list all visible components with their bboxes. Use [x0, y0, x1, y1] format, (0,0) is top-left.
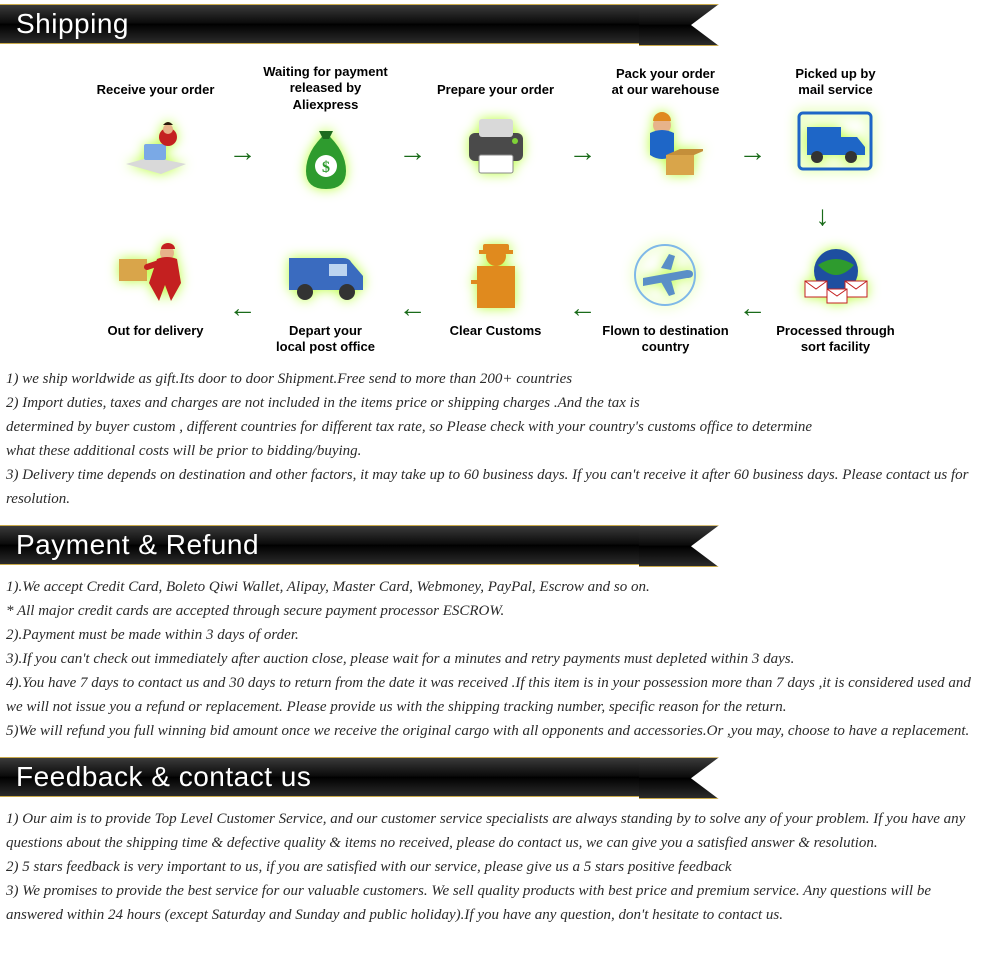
paragraph: 1) we ship worldwide as gift.Its door to…	[6, 367, 979, 391]
banner-ribbon-tail	[640, 757, 720, 797]
paragraph: 5)We will refund you full winning bid am…	[6, 719, 979, 743]
flow-row-top: Receive your order → Waiting for payment…	[86, 64, 906, 199]
paragraph: 3).If you can't check out immediately af…	[6, 647, 979, 671]
step-label: Processed through sort facility	[776, 323, 894, 356]
flow-step: Waiting for payment released by Aliexpre…	[256, 64, 396, 199]
printer-icon	[450, 104, 542, 184]
banner-ribbon-tail	[640, 4, 720, 44]
paragraph: what these additional costs will be prio…	[6, 439, 979, 463]
payment-title: Payment & Refund	[16, 529, 259, 561]
payment-banner: Payment & Refund	[0, 525, 991, 565]
step-label: Clear Customs	[450, 323, 542, 339]
flow-step: Out for delivery	[86, 235, 226, 339]
flow-step: Pack your order at our warehouse	[596, 64, 736, 184]
paragraph: 2).Payment must be made within 3 days of…	[6, 623, 979, 647]
step-label: Picked up by mail service	[795, 64, 875, 98]
step-label: Flown to destination country	[602, 323, 728, 356]
paragraph: 2) Import duties, taxes and charges are …	[6, 391, 979, 415]
paragraph: 1).We accept Credit Card, Boleto Qiwi Wa…	[6, 575, 979, 599]
flow-row-bottom: Out for delivery ← Depart your local pos…	[86, 235, 906, 356]
paragraph: * All major credit cards are accepted th…	[6, 599, 979, 623]
flow-step: Depart your local post office	[256, 235, 396, 356]
paragraph: 3) We promises to provide the best servi…	[6, 879, 979, 927]
step-label: Out for delivery	[107, 323, 203, 339]
step-label: Depart your local post office	[276, 323, 375, 356]
banner-body: Feedback & contact us	[0, 757, 640, 797]
flow-step: Clear Customs	[426, 235, 566, 339]
step-label: Waiting for payment released by Aliexpre…	[256, 64, 396, 113]
paragraph: 1) Our aim is to provide Top Level Custo…	[6, 807, 979, 855]
arrow-left-icon: ←	[739, 293, 763, 325]
customs-officer-icon	[450, 235, 542, 315]
banner-body: Payment & Refund	[0, 525, 640, 565]
step-label: Receive your order	[97, 64, 215, 98]
shipping-title: Shipping	[16, 8, 129, 40]
feedback-banner: Feedback & contact us	[0, 757, 991, 797]
banner-ribbon-tail	[640, 525, 720, 565]
paragraph: 2) 5 stars feedback is very important to…	[6, 855, 979, 879]
arrow-down-icon: ↓	[86, 203, 906, 231]
flow-step: Processed through sort facility	[766, 235, 906, 356]
shipping-flowchart: Receive your order → Waiting for payment…	[86, 64, 906, 355]
globe-mail-icon	[790, 235, 882, 315]
paragraph: 4).You have 7 days to contact us and 30 …	[6, 671, 979, 719]
arrow-left-icon: ←	[399, 293, 423, 325]
flow-step: Flown to destination country	[596, 235, 736, 356]
shipping-banner: Shipping	[0, 4, 991, 44]
arrow-right-icon: →	[739, 137, 763, 169]
payment-text: 1).We accept Credit Card, Boleto Qiwi Wa…	[0, 573, 985, 753]
step-label: Pack your order at our warehouse	[612, 64, 720, 98]
arrow-right-icon: →	[229, 137, 253, 169]
person-at-desk-icon	[110, 104, 202, 184]
flow-step: Picked up by mail service	[766, 64, 906, 184]
svg-text:$: $	[322, 159, 330, 176]
arrow-right-icon: →	[569, 137, 593, 169]
arrow-right-icon: →	[399, 137, 423, 169]
airplane-icon	[620, 235, 712, 315]
shipping-text: 1) we ship worldwide as gift.Its door to…	[0, 365, 985, 521]
arrow-left-icon: ←	[569, 293, 593, 325]
van-icon	[280, 235, 372, 315]
flow-step: Prepare your order	[426, 64, 566, 184]
courier-icon	[110, 235, 202, 315]
feedback-title: Feedback & contact us	[16, 761, 311, 793]
paragraph: determined by buyer custom , different c…	[6, 415, 979, 439]
delivery-truck-icon	[790, 104, 882, 184]
step-label: Prepare your order	[437, 64, 554, 98]
money-bag-icon: $	[280, 119, 372, 199]
worker-box-icon	[620, 104, 712, 184]
arrow-left-icon: ←	[229, 293, 253, 325]
feedback-text: 1) Our aim is to provide Top Level Custo…	[0, 805, 985, 937]
paragraph: 3) Delivery time depends on destination …	[6, 463, 979, 511]
flow-step: Receive your order	[86, 64, 226, 184]
banner-body: Shipping	[0, 4, 640, 44]
